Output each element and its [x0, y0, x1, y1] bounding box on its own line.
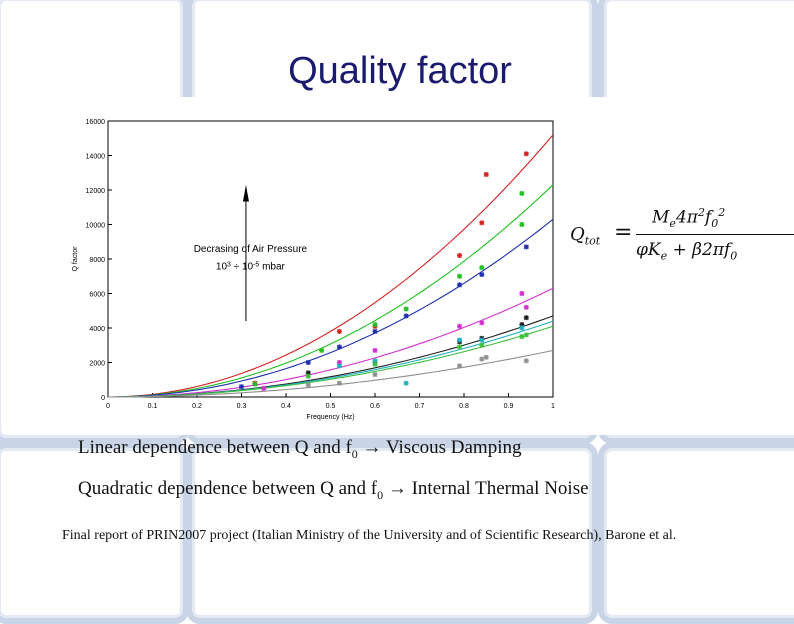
x-tick-label: 0.4 — [281, 403, 291, 410]
y-tick-label: 0 — [101, 395, 105, 402]
data-point — [372, 347, 378, 353]
data-point — [305, 382, 311, 388]
data-point — [457, 363, 463, 369]
y-tick-label: 4000 — [89, 326, 105, 333]
data-point — [519, 190, 525, 196]
quality-factor-chart: 0 0.1 0.2 0.3 0.4 0.5 0.6 0.7 0.8 0.9 1 0 2000 4000 60… — [72, 119, 555, 421]
x-tick-label: 0 — [106, 403, 110, 410]
x-tick-label: 0.1 — [148, 403, 158, 410]
data-point — [372, 361, 378, 367]
data-point — [523, 358, 529, 364]
x-tick-label: 0.8 — [459, 403, 469, 410]
fit-curve — [107, 184, 554, 398]
data-point — [403, 380, 409, 386]
quality-factor-formula: Qtot = Me4π2f02 φKe + β2πf0 — [566, 202, 794, 266]
data-point — [261, 385, 267, 391]
data-point — [319, 347, 325, 353]
data-point — [479, 342, 485, 348]
x-tick-label: 0.3 — [237, 403, 247, 410]
data-point — [372, 328, 378, 334]
data-point — [336, 328, 342, 334]
y-tick-label: 12000 — [86, 188, 106, 195]
data-point — [239, 384, 244, 390]
data-point — [372, 372, 378, 378]
formula-lhs: Qtot — [570, 224, 601, 248]
data-point — [457, 282, 463, 288]
data-point — [523, 304, 529, 310]
y-tick-label: 10000 — [86, 223, 106, 230]
background-tile — [186, 442, 598, 624]
chart-panel: 0 0.1 0.2 0.3 0.4 0.5 0.6 0.7 0.8 0.9 1 0 2000 4000 60… — [35, 97, 565, 435]
formula-panel — [560, 97, 610, 435]
caption-quadratic: Quadratic dependence between Q and f0 → … — [78, 478, 589, 502]
y-axis-label: Q factor — [72, 246, 79, 272]
data-point — [305, 373, 311, 379]
data-point — [519, 334, 525, 340]
data-point — [336, 380, 342, 386]
data-point — [479, 220, 485, 226]
y-tick-label: 2000 — [89, 361, 105, 368]
formula-numerator: Me4π2f02 — [652, 206, 726, 231]
y-tick-label: 8000 — [89, 257, 105, 264]
data-point — [479, 272, 485, 278]
data-point — [457, 323, 463, 329]
annotation-text: Decrasing of Air Pressure — [194, 244, 308, 255]
x-tick-label: 0.6 — [370, 403, 380, 410]
annotation-text-2: 103 ÷ 10-5 mbar — [216, 261, 286, 273]
x-tick-label: 0.7 — [415, 403, 425, 410]
data-point — [519, 222, 525, 227]
reference-note: Final report of PRIN2007 project (Italia… — [62, 528, 677, 543]
data-point — [457, 253, 463, 259]
data-point — [305, 360, 311, 365]
x-tick-label: 0.9 — [504, 403, 514, 410]
data-point — [523, 332, 529, 338]
data-point — [457, 344, 463, 350]
data-point — [457, 337, 463, 343]
data-point — [479, 265, 485, 271]
fit-curve — [108, 218, 554, 398]
data-point — [252, 381, 258, 387]
fit-curve — [108, 349, 554, 398]
data-point — [479, 320, 485, 326]
data-point — [479, 356, 485, 362]
data-point — [519, 291, 525, 296]
data-point — [519, 325, 525, 331]
page-title: Quality factor — [288, 50, 512, 92]
plot-area — [107, 120, 554, 398]
data-point — [479, 337, 485, 343]
data-point — [483, 171, 489, 177]
fit-curve — [108, 287, 554, 398]
data-point — [523, 151, 529, 157]
data-point — [403, 313, 409, 319]
fit-curve — [108, 325, 554, 398]
formula-equals: = — [614, 220, 633, 245]
formula-fraction-bar — [636, 234, 794, 235]
data-point — [403, 306, 409, 312]
x-axis-label: Frequency (Hz) — [306, 414, 354, 421]
data-point — [336, 344, 342, 350]
fit-curve — [107, 134, 554, 398]
annotation-arrowhead — [242, 184, 249, 202]
data-point — [523, 244, 529, 250]
y-tick-label: 6000 — [89, 292, 105, 299]
data-point — [457, 273, 463, 279]
data-point — [336, 363, 342, 369]
y-tick-label: 16000 — [86, 119, 106, 126]
x-tick-label: 0.5 — [326, 403, 336, 410]
data-point — [523, 315, 529, 321]
caption-linear: Linear dependence between Q and f0 → Vis… — [78, 437, 522, 461]
formula-denominator: φKe + β2πf0 — [636, 240, 738, 263]
x-tick-label: 1 — [551, 403, 555, 410]
x-tick-label: 0.2 — [192, 403, 202, 410]
data-point — [372, 322, 378, 328]
data-point — [483, 354, 489, 360]
y-tick-label: 14000 — [86, 154, 106, 161]
